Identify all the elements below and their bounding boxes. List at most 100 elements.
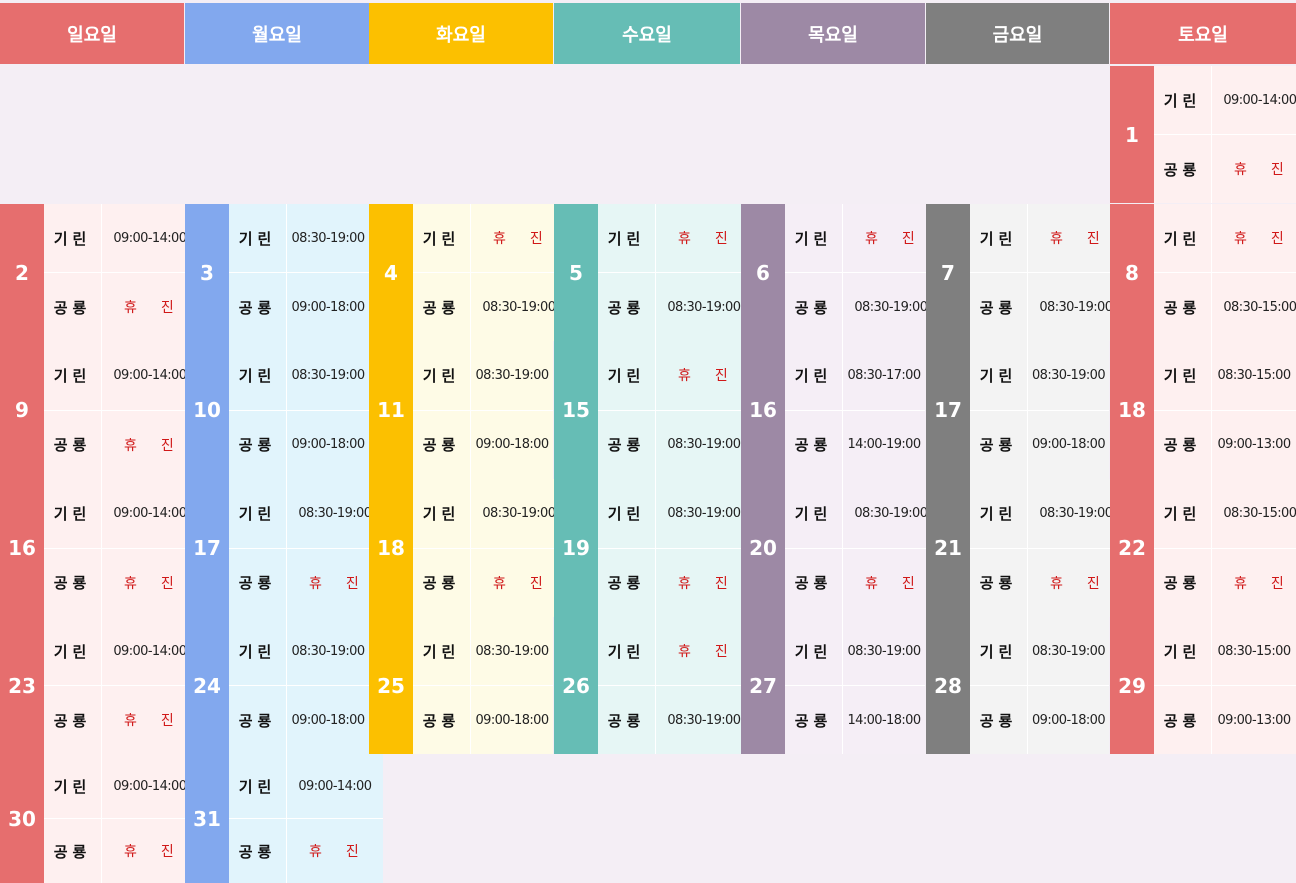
day-number: 18 <box>369 479 413 617</box>
schedule-slot: 기린 09:00-14:00 <box>44 617 198 685</box>
day-schedule: 기린 휴진 공룡 08:30-19:00 <box>413 204 567 341</box>
day-cell[interactable]: 30 기린 09:00-14:00 공룡 휴진 <box>0 754 198 883</box>
day-schedule: 기린 08:30-15:00 공룡 휴진 <box>1154 479 1296 617</box>
schedule-slot: 기린 휴진 <box>970 204 1124 272</box>
work-hours: 08:30-19:00 <box>291 367 365 383</box>
day-cell[interactable]: 4 기린 휴진 공룡 08:30-19:00 <box>369 204 567 341</box>
schedule-slot: 기린 09:00-14:00 <box>44 204 198 272</box>
schedule-slot: 공룡 09:00-18:00 <box>229 272 369 341</box>
day-cell[interactable]: 16 기린 08:30-17:00 공룡 14:00-19:00 <box>741 341 925 479</box>
day-cell[interactable]: 1기린 09:00-14:00 공룡 휴진 <box>1110 66 1296 203</box>
staff-name: 기린 <box>44 754 102 818</box>
schedule-slot: 공룡 09:00-18:00 <box>970 409 1109 479</box>
day-schedule: 기린 휴진 공룡 08:30-19:00 <box>970 204 1124 341</box>
schedule-slot: 공룡 휴진 <box>229 818 383 883</box>
work-hours: 09:00-18:00 <box>291 299 365 315</box>
schedule-slot: 기린 08:30-17:00 <box>785 341 925 410</box>
day-off-label: 휴진 <box>493 231 567 247</box>
day-cell[interactable]: 21 기린 08:30-19:00 공룡 휴진 <box>926 479 1124 617</box>
staff-name: 기린 <box>229 479 287 548</box>
work-hours: 08:30-19:00 <box>854 505 928 521</box>
work-hours: 14:00-19:00 <box>847 437 921 453</box>
schedule-slot: 기린 08:30-19:00 <box>413 617 553 685</box>
day-number: 6 <box>741 204 785 341</box>
day-schedule: 기린 09:00-14:00 공룡 휴진 <box>1154 66 1296 203</box>
day-schedule: 기린 08:30-19:00 공룡 09:00-18:00 <box>229 204 369 341</box>
work-hours: 08:30-17:00 <box>847 367 921 383</box>
day-schedule: 기린 08:30-19:00 공룡 14:00-18:00 <box>785 617 925 754</box>
schedule-slot: 공룡 휴진 <box>44 547 198 617</box>
day-off-label: 휴진 <box>124 713 198 729</box>
day-number: 31 <box>185 754 229 883</box>
day-cell[interactable]: 17 기린 08:30-19:00 공룡 휴진 <box>185 479 383 617</box>
staff-name: 기린 <box>785 341 843 410</box>
day-cell[interactable]: 6 기린 휴진 공룡 08:30-19:00 <box>741 204 939 341</box>
day-cell[interactable]: 10 기린 08:30-19:00 공룡 09:00-18:00 <box>185 341 369 479</box>
day-cell[interactable]: 23 기린 09:00-14:00 공룡 휴진 <box>0 617 198 754</box>
day-cell[interactable]: 16 기린 09:00-14:00 공룡 휴진 <box>0 479 198 617</box>
staff-name: 공룡 <box>413 273 471 341</box>
staff-name: 공룡 <box>598 548 656 617</box>
day-cell[interactable]: 5 기린 휴진 공룡 08:30-19:00 <box>554 204 752 341</box>
day-cell[interactable]: 25 기린 08:30-19:00 공룡 09:00-18:00 <box>369 617 553 754</box>
day-number: 3 <box>185 204 229 341</box>
day-cell[interactable]: 15 기린 휴진 공룡 08:30-19:00 <box>554 341 752 479</box>
day-off-label: 휴진 <box>124 300 198 316</box>
day-off-label: 휴진 <box>678 644 752 660</box>
staff-name: 공룡 <box>44 273 102 341</box>
staff-name: 공룡 <box>413 410 471 479</box>
day-cell[interactable]: 20 기린 08:30-19:00 공룡 휴진 <box>741 479 939 617</box>
day-cell[interactable]: 9 기린 09:00-14:00 공룡 휴진 <box>0 341 198 479</box>
staff-name: 공룡 <box>229 686 287 754</box>
day-cell[interactable]: 26 기린 휴진 공룡 08:30-19:00 <box>554 617 752 754</box>
staff-name: 공룡 <box>785 548 843 617</box>
day-cell[interactable]: 19 기린 08:30-19:00 공룡 휴진 <box>554 479 752 617</box>
staff-name: 기린 <box>229 754 287 818</box>
day-off-label: 휴진 <box>124 437 198 454</box>
day-cell[interactable]: 18 기린 08:30-19:00 공룡 휴진 <box>369 479 567 617</box>
day-cell[interactable]: 17 기린 08:30-19:00 공룡 09:00-18:00 <box>926 341 1109 479</box>
day-cell[interactable]: 29 기린 08:30-15:00 공룡 09:00-13:00 <box>1110 617 1296 754</box>
day-number: 27 <box>741 617 785 754</box>
day-cell[interactable]: 18 기린 08:30-15:00 공룡 09:00-13:00 <box>1110 341 1296 479</box>
day-cell[interactable]: 27 기린 08:30-19:00 공룡 14:00-18:00 <box>741 617 925 754</box>
staff-name: 기린 <box>785 479 843 548</box>
work-hours: 09:00-18:00 <box>475 712 549 728</box>
schedule-slot: 기린 08:30-19:00 <box>598 479 752 548</box>
day-cell[interactable]: 11 기린 08:30-19:00 공룡 09:00-18:00 <box>369 341 553 479</box>
staff-name: 기린 <box>970 617 1028 685</box>
staff-name: 기린 <box>785 617 843 685</box>
work-hours: 08:30-19:00 <box>291 230 365 246</box>
staff-name: 공룡 <box>229 548 287 617</box>
staff-name: 기린 <box>1154 341 1212 410</box>
work-hours: 08:30-19:00 <box>667 505 741 521</box>
staff-name: 기린 <box>1154 617 1212 685</box>
work-hours: 08:30-15:00 <box>1217 367 1291 383</box>
day-schedule: 기린 휴진 공룡 08:30-19:00 <box>598 617 752 754</box>
day-number: 1 <box>1110 66 1154 203</box>
schedule-slot: 기린 09:00-14:00 <box>1154 66 1296 134</box>
day-cell[interactable]: 31 기린 09:00-14:00 공룡 휴진 <box>185 754 383 883</box>
day-cell[interactable]: 3 기린 08:30-19:00 공룡 09:00-18:00 <box>185 204 369 341</box>
day-cell[interactable]: 24 기린 08:30-19:00 공룡 09:00-18:00 <box>185 617 369 754</box>
staff-name: 공룡 <box>970 686 1028 754</box>
day-off-label: 휴진 <box>124 575 198 592</box>
staff-name: 기린 <box>229 617 287 685</box>
staff-name: 기린 <box>1154 479 1212 548</box>
schedule-slot: 기린 08:30-19:00 <box>413 341 553 410</box>
weekday-header: 금요일 <box>926 3 1109 64</box>
schedule-slot: 공룡 휴진 <box>413 547 567 617</box>
day-schedule: 기린 08:30-19:00 공룡 휴진 <box>229 479 383 617</box>
work-hours: 08:30-19:00 <box>475 367 549 383</box>
day-cell[interactable]: 28 기린 08:30-19:00 공룡 09:00-18:00 <box>926 617 1109 754</box>
day-cell[interactable]: 2 기린 09:00-14:00 공룡 휴진 <box>0 204 198 341</box>
schedule-slot: 공룡 14:00-18:00 <box>785 685 925 754</box>
day-schedule: 기린 08:30-19:00 공룡 09:00-18:00 <box>229 617 369 754</box>
day-number: 30 <box>0 754 44 883</box>
work-hours: 09:00-14:00 <box>1223 92 1296 108</box>
day-schedule: 기린 08:30-19:00 공룡 휴진 <box>970 479 1124 617</box>
day-cell[interactable]: 7 기린 휴진 공룡 08:30-19:00 <box>926 204 1124 341</box>
